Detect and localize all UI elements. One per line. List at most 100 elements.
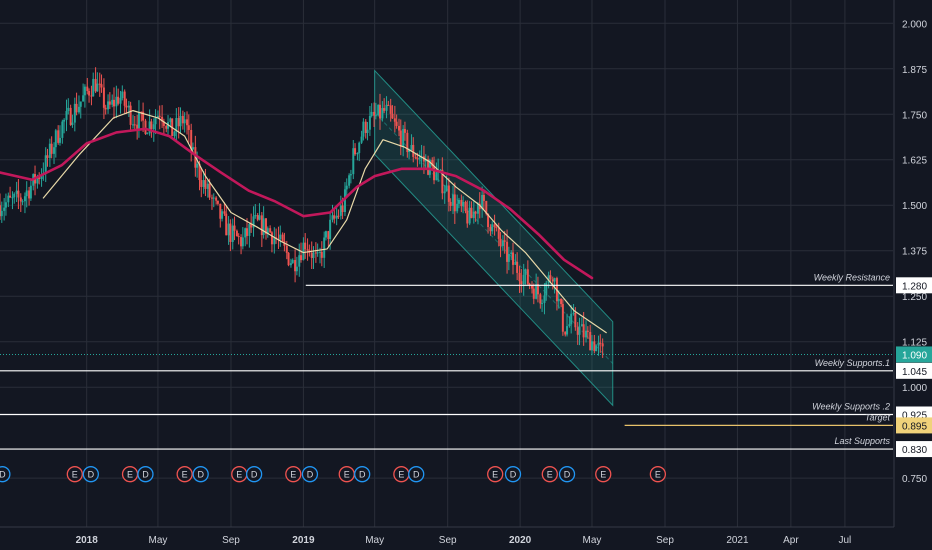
candle-body <box>585 330 588 338</box>
candle-body <box>206 183 209 189</box>
candle-body <box>165 125 168 129</box>
candle-body <box>92 78 95 97</box>
candle-body <box>528 283 531 286</box>
candle-body <box>427 159 430 175</box>
candle-body <box>331 215 334 220</box>
candle-body <box>117 96 120 104</box>
candle-body <box>466 211 469 224</box>
candle-body <box>173 131 176 137</box>
candle-body <box>71 122 74 125</box>
price-tick-label: 1.250 <box>902 292 927 303</box>
candle-body <box>310 252 313 258</box>
candle-body <box>516 261 519 273</box>
candle-body <box>177 117 180 127</box>
candle-body <box>281 234 284 242</box>
candle-body <box>252 216 255 228</box>
candle-body <box>314 252 317 254</box>
candle-body <box>295 266 298 272</box>
event-letter: E <box>655 470 661 480</box>
candle-body <box>370 111 373 116</box>
time-tick-label: Apr <box>783 535 799 546</box>
candle-body <box>385 104 388 111</box>
candle-body <box>526 269 529 284</box>
level-label: Target <box>865 412 891 422</box>
candle-body <box>23 196 26 202</box>
dividend-marker <box>504 466 522 483</box>
candle-body <box>212 197 215 199</box>
candle-body <box>9 195 12 198</box>
candle-body <box>327 231 330 239</box>
candle-body <box>403 128 406 133</box>
event-letter: D <box>142 470 149 480</box>
candle-body <box>531 285 533 289</box>
candle-body <box>433 166 436 181</box>
event-letter: E <box>398 470 404 480</box>
time-axis[interactable]: 2018 May Sep 2019 May Sep 2020 May Sep 2021 Apr Jul <box>0 526 894 546</box>
candle-body <box>356 152 359 155</box>
candle-body <box>589 331 592 351</box>
candle-body <box>329 219 332 239</box>
event-letter: D <box>307 470 314 480</box>
descending-channel[interactable] <box>374 69 614 407</box>
candle-body <box>86 86 89 91</box>
horizontal-levels[interactable]: Weekly Resistance Weekly Supports.1 Weekly… <box>0 272 893 450</box>
candle-body <box>441 169 444 194</box>
candle-body <box>54 130 57 148</box>
candle-body <box>557 298 560 302</box>
candle-body <box>547 275 550 283</box>
candle-body <box>319 251 322 253</box>
candle-body <box>196 163 199 168</box>
event-letter: E <box>344 470 350 480</box>
candle-body <box>227 223 230 236</box>
candle-body <box>94 78 97 92</box>
candle-body <box>28 190 31 199</box>
price-tick-label: 0.750 <box>902 474 927 485</box>
candle-body <box>541 302 544 304</box>
candle-body <box>175 117 178 132</box>
candle-body <box>470 207 473 219</box>
dividend-marker <box>354 466 371 483</box>
price-axis[interactable]: 2.000 1.875 1.750 1.625 1.500 1.375 1.250 1.125… <box>893 0 932 527</box>
candle-body <box>48 143 51 158</box>
candle-body <box>518 272 521 282</box>
price-tag-box <box>896 362 932 379</box>
candle-body <box>154 117 157 125</box>
candle-body <box>395 121 398 126</box>
candle-body <box>219 203 222 219</box>
candle-body <box>113 99 115 107</box>
candle-body <box>445 185 448 192</box>
candle-body <box>323 237 326 258</box>
candle-body <box>102 87 105 108</box>
candle-body <box>208 183 211 198</box>
candle-body <box>578 326 581 335</box>
event-letter: E <box>127 470 133 480</box>
candle-body <box>237 236 240 238</box>
candle-body <box>495 227 498 229</box>
candle-body <box>501 240 504 246</box>
time-tick-label: Sep <box>439 535 457 546</box>
candle-body <box>200 180 203 187</box>
price-tick-label: 1.000 <box>902 383 927 394</box>
candle-body <box>29 185 32 199</box>
candle-body <box>497 227 500 239</box>
candle-body <box>539 294 542 304</box>
price-candles[interactable] <box>0 67 604 358</box>
candle-body <box>82 95 85 102</box>
candle-body <box>545 282 548 296</box>
candle-body <box>187 125 190 130</box>
candle-body <box>25 190 28 197</box>
candle-body <box>216 200 219 204</box>
time-tick-label: May <box>148 535 167 546</box>
earnings-marker <box>176 466 193 483</box>
candle-body <box>121 91 124 99</box>
candle-body <box>129 105 132 125</box>
event-letter: E <box>236 470 242 480</box>
level-label: Weekly Supports .2 <box>812 401 890 411</box>
candle-body <box>449 201 452 206</box>
candle-body <box>152 124 155 130</box>
candle-body <box>408 149 411 153</box>
candle-body <box>414 156 417 159</box>
candle-body <box>576 327 579 335</box>
